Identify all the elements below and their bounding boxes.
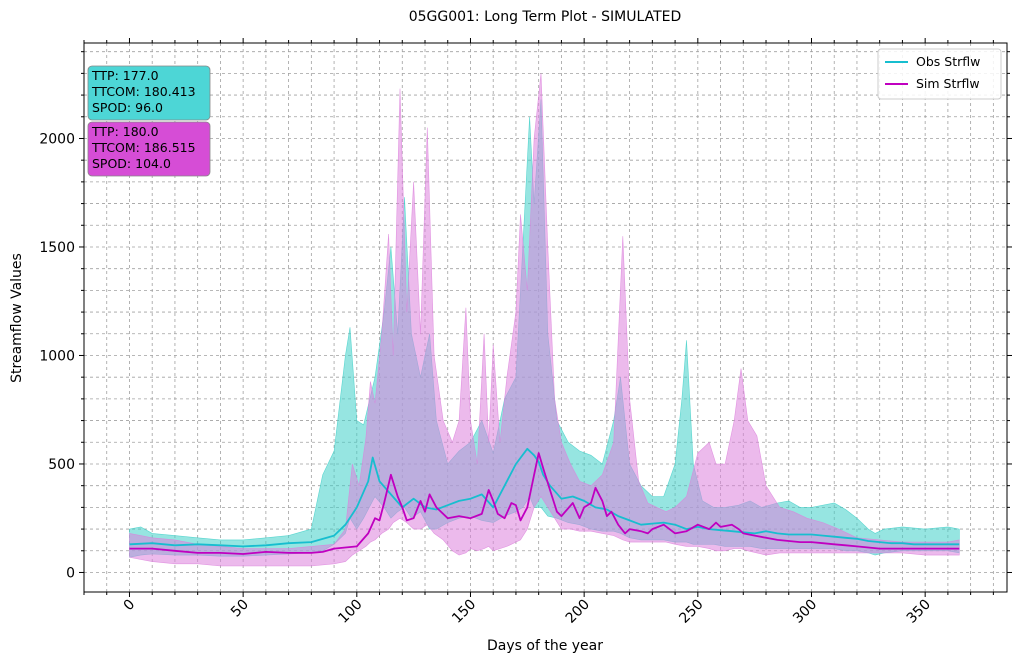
sim-series-line — [129, 452, 960, 555]
sim-range-band — [129, 73, 960, 567]
chart-title: 05GG001: Long Term Plot - SIMULATED — [409, 9, 682, 25]
obs-stats-line: TTP: 177.0 — [91, 68, 159, 83]
y-tick-label: 1000 — [39, 348, 75, 364]
obs-series-line — [129, 447, 960, 548]
sim-legend-label: Sim Strflw — [916, 76, 980, 91]
x-tick-label: 300 — [790, 597, 820, 627]
y-tick-label: 500 — [48, 457, 75, 473]
x-tick-label: 50 — [228, 597, 252, 621]
x-tick-label: 0 — [121, 597, 139, 615]
x-tick-label: 100 — [335, 597, 365, 627]
y-axis-label: Streamflow Values — [9, 253, 25, 383]
obs-stats-line: TTCOM: 180.413 — [91, 84, 196, 99]
y-tick-label: 0 — [66, 565, 75, 581]
sim-stats-box — [87, 121, 211, 177]
legend: Obs Strflw Sim Strflw — [877, 48, 1002, 100]
sim-stats-line: TTP: 180.0 — [91, 124, 159, 139]
x-tick-label: 200 — [563, 597, 593, 627]
y-tick-label: 2000 — [39, 131, 75, 147]
obs-stats-box — [87, 65, 211, 121]
plot-frame — [83, 42, 1008, 593]
band-layer — [129, 73, 960, 567]
x-axis-label: Days of the year — [487, 638, 603, 654]
obs-stats-line: SPOD: 96.0 — [92, 100, 163, 115]
sim-stats-line: SPOD: 104.0 — [92, 156, 171, 171]
obs-legend-label: Obs Strflw — [916, 54, 980, 69]
sim-stats-line: TTCOM: 186.515 — [91, 140, 196, 155]
line-layer — [129, 447, 960, 555]
x-tick-label: 350 — [904, 597, 934, 627]
legend-box — [877, 48, 1002, 100]
y-tick-label: 1500 — [39, 240, 75, 256]
x-tick-label: 250 — [676, 597, 706, 627]
x-tick-label: 150 — [449, 597, 479, 627]
